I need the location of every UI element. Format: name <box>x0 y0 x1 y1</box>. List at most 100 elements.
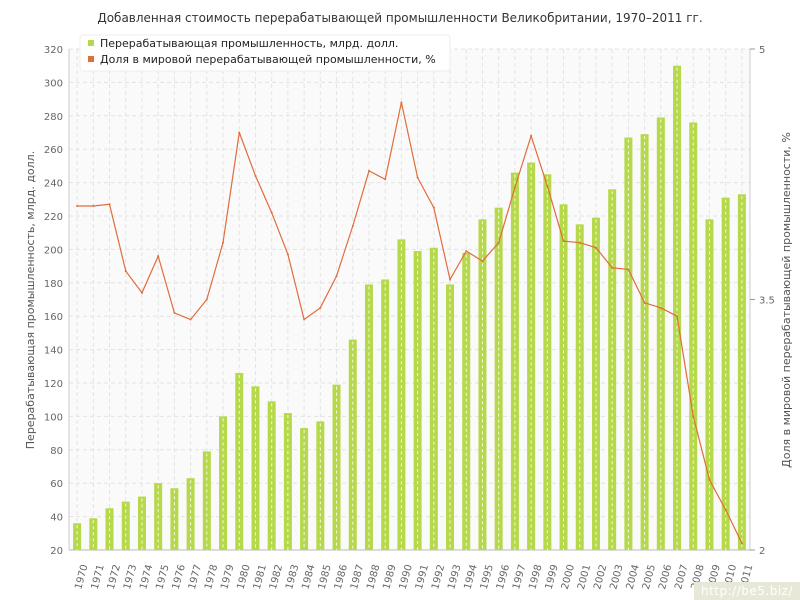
x-tick-label: 1984 <box>300 563 317 590</box>
x-tick-label: 1976 <box>171 563 188 590</box>
y-tick-label-left: 60 <box>50 479 63 490</box>
bar <box>527 162 536 550</box>
bar <box>429 247 438 551</box>
x-tick-label: 1975 <box>154 563 171 590</box>
y-tick-label-left: 280 <box>44 112 63 123</box>
x-tick-label: 1999 <box>544 563 561 590</box>
x-tick-label: 1979 <box>219 563 236 590</box>
x-axis: 1970 1971 1972 1973 1974 1975 1976 1977 1978 1979… <box>73 563 755 590</box>
y-axis-right: 23.55 <box>750 45 775 557</box>
bar <box>446 284 455 550</box>
line-point <box>513 186 516 189</box>
line-point <box>124 270 127 273</box>
line-point <box>319 306 322 309</box>
y-tick-label-left: 140 <box>44 346 63 357</box>
line-point <box>270 211 273 214</box>
line-point <box>189 318 192 321</box>
x-tick-label: 2001 <box>576 563 593 590</box>
y-tick-label-left: 320 <box>44 45 63 56</box>
bar <box>300 428 309 550</box>
y-tick-label-left: 240 <box>44 179 63 190</box>
line-point <box>708 478 711 481</box>
line-point <box>238 131 241 134</box>
y-tick-label-right: 5 <box>759 45 765 56</box>
line-point <box>724 508 727 511</box>
bar <box>73 523 82 550</box>
line-point <box>627 268 630 271</box>
watermark[interactable]: http://be5.biz/ <box>694 582 800 600</box>
bar-series <box>73 65 746 551</box>
line-point <box>222 241 225 244</box>
x-tick-label: 2005 <box>641 563 658 590</box>
y-tick-label-left: 260 <box>44 145 63 156</box>
x-tick-label: 2007 <box>673 563 690 590</box>
x-tick-label: 1998 <box>527 563 544 590</box>
y-axis-right-title: Доля в мировой перерабатывающей промышле… <box>780 132 793 468</box>
y-tick-label-left: 80 <box>50 446 63 457</box>
line-point <box>432 206 435 209</box>
x-tick-label: 2002 <box>592 563 609 590</box>
x-tick-label: 1974 <box>138 563 155 590</box>
bar <box>608 189 617 550</box>
line-point <box>140 291 143 294</box>
line-point <box>594 246 597 249</box>
line-path <box>77 102 743 544</box>
line-point <box>449 278 452 281</box>
x-tick-label: 1994 <box>463 563 480 590</box>
line-point <box>384 178 387 181</box>
x-tick-label: 1970 <box>73 563 90 590</box>
x-tick-label: 1992 <box>430 563 447 590</box>
line-point <box>254 174 257 177</box>
y-axis-left-title: Перерабатывающая промышленность, млрд. д… <box>24 151 37 449</box>
line-point <box>335 275 338 278</box>
y-tick-label-left: 160 <box>44 312 63 323</box>
x-tick-label: 2003 <box>608 563 625 590</box>
line-point <box>659 306 662 309</box>
line-point <box>351 225 354 228</box>
x-tick-label: 1971 <box>90 563 107 590</box>
line-point <box>92 204 95 207</box>
bar <box>413 251 422 550</box>
line-point <box>108 203 111 206</box>
line-point <box>205 298 208 301</box>
line-point <box>546 184 549 187</box>
y-tick-label-left: 20 <box>50 546 63 557</box>
bar <box>364 284 373 550</box>
line-point <box>465 250 468 253</box>
chart-title: Добавленная стоимость перерабатывающей п… <box>97 11 702 25</box>
line-point <box>303 318 306 321</box>
legend-line-label[interactable]: Доля в мировой перерабатывающей промышле… <box>100 53 436 66</box>
line-point <box>562 240 565 243</box>
legend[interactable]: Перерабатывающая промышленность, млрд. д… <box>79 34 451 72</box>
x-tick-label: 1991 <box>414 563 431 590</box>
line-point <box>530 134 533 137</box>
y-tick-label-left: 120 <box>44 379 63 390</box>
legend-line-swatch <box>88 56 94 62</box>
line-point <box>416 176 419 179</box>
y-axis-left: 20 40 60 80 100 120 140 160 180 200 220 240 260 280 30… <box>44 45 63 557</box>
y-tick-label-right: 3.5 <box>759 296 775 307</box>
line-point <box>481 260 484 263</box>
x-tick-label: 1990 <box>398 563 415 590</box>
y-tick-label-left: 200 <box>44 245 63 256</box>
line-point <box>611 266 614 269</box>
y-tick-label-left: 40 <box>50 513 63 524</box>
x-tick-label: 2004 <box>625 563 642 590</box>
legend-bar-label[interactable]: Перерабатывающая промышленность, млрд. д… <box>100 37 398 50</box>
bar <box>202 451 211 550</box>
x-tick-label: 1978 <box>203 563 220 590</box>
x-tick-label: 1980 <box>236 563 253 590</box>
line-point <box>286 253 289 256</box>
line-series <box>76 101 743 545</box>
legend-box <box>79 34 451 72</box>
line-point <box>578 241 581 244</box>
y-tick-label-left: 180 <box>44 279 63 290</box>
x-tick-label: 1988 <box>365 563 382 590</box>
bar <box>397 239 406 550</box>
line-point <box>740 542 743 545</box>
x-tick-label: 1985 <box>317 563 334 590</box>
plot-area <box>69 49 750 550</box>
x-tick-label: 1997 <box>511 563 528 590</box>
bar <box>219 416 228 550</box>
y-tick-label-left: 220 <box>44 212 63 223</box>
